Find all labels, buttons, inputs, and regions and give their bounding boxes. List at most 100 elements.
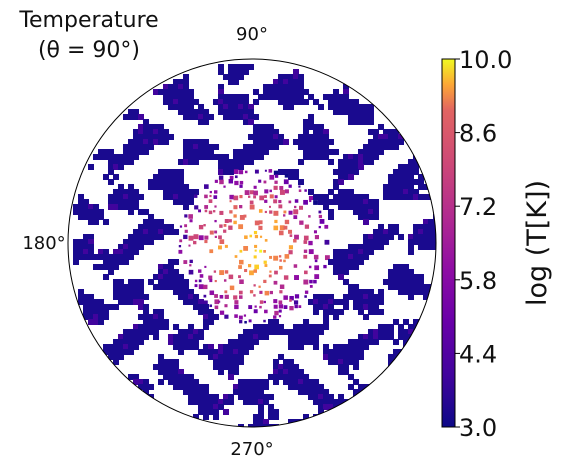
field-cell bbox=[353, 164, 359, 170]
field-cell bbox=[318, 299, 324, 305]
field-cell bbox=[258, 139, 264, 145]
field-cell bbox=[313, 144, 319, 150]
field-cell bbox=[153, 174, 159, 180]
field-cell bbox=[408, 244, 414, 250]
field-cell bbox=[103, 149, 109, 155]
field-cell bbox=[158, 369, 164, 375]
field-cell bbox=[413, 229, 419, 235]
field-cell bbox=[83, 254, 89, 260]
field-cell bbox=[373, 239, 379, 245]
field-cell bbox=[188, 379, 194, 385]
field-cell bbox=[428, 219, 434, 225]
field-cell bbox=[313, 399, 319, 405]
field-cell bbox=[148, 239, 154, 245]
field-cell bbox=[363, 199, 369, 205]
field-cell bbox=[108, 179, 114, 185]
field-cell bbox=[208, 394, 214, 400]
field-cell bbox=[153, 224, 159, 230]
field-cell bbox=[253, 190, 258, 196]
field-cell bbox=[263, 384, 269, 390]
field-cell bbox=[153, 309, 159, 315]
field-cell bbox=[303, 329, 309, 335]
field-cell bbox=[268, 414, 274, 420]
field-cell bbox=[223, 104, 229, 110]
field-cell bbox=[348, 294, 354, 300]
field-cell bbox=[168, 259, 174, 265]
field-cell bbox=[238, 224, 244, 230]
field-cell bbox=[233, 295, 238, 300]
field-cell bbox=[93, 299, 99, 305]
field-cell bbox=[368, 244, 374, 250]
field-cell bbox=[163, 324, 169, 330]
field-cell bbox=[133, 374, 139, 380]
field-cell bbox=[348, 199, 354, 205]
field-cell bbox=[153, 179, 159, 185]
field-cell bbox=[253, 89, 259, 95]
field-cell bbox=[353, 154, 359, 160]
field-cell bbox=[343, 109, 349, 115]
field-cell bbox=[398, 189, 404, 195]
field-cell bbox=[263, 424, 269, 427]
field-cell bbox=[403, 339, 409, 345]
field-cell bbox=[253, 230, 258, 235]
field-cell bbox=[178, 374, 184, 380]
field-cell bbox=[214, 235, 217, 238]
field-cell bbox=[243, 119, 249, 125]
field-cell bbox=[293, 99, 299, 105]
field-cell bbox=[238, 349, 244, 355]
field-cell bbox=[168, 179, 174, 185]
field-cell bbox=[193, 389, 199, 395]
field-cell bbox=[209, 290, 215, 296]
field-cell bbox=[193, 149, 199, 155]
field-cell bbox=[308, 149, 314, 155]
field-cell bbox=[368, 239, 374, 245]
field-cell bbox=[98, 314, 104, 320]
field-cell bbox=[408, 324, 414, 330]
field-cell bbox=[113, 359, 119, 365]
field-cell bbox=[358, 349, 364, 355]
field-cell bbox=[193, 159, 199, 165]
field-cell bbox=[288, 334, 294, 340]
field-cell bbox=[413, 234, 419, 240]
field-cell bbox=[259, 235, 263, 238]
field-cell bbox=[83, 234, 89, 240]
field-cell bbox=[98, 299, 104, 305]
field-cell bbox=[83, 239, 89, 245]
field-cell bbox=[253, 294, 256, 297]
field-cell bbox=[143, 329, 149, 335]
field-cell bbox=[313, 309, 319, 315]
field-cell bbox=[278, 79, 284, 85]
field-cell bbox=[83, 299, 89, 305]
field-cell bbox=[368, 159, 374, 165]
field-cell bbox=[403, 274, 409, 280]
field-cell bbox=[143, 134, 149, 140]
field-cell bbox=[218, 94, 224, 100]
field-cell bbox=[383, 134, 389, 140]
field-cell bbox=[303, 199, 308, 205]
field-cell bbox=[378, 144, 384, 150]
field-cell bbox=[198, 144, 204, 150]
field-cell bbox=[118, 254, 124, 260]
field-cell bbox=[358, 149, 364, 155]
field-cell bbox=[278, 139, 284, 145]
field-cell bbox=[253, 284, 256, 287]
field-cell bbox=[203, 144, 209, 150]
field-cell bbox=[393, 339, 399, 345]
field-cell bbox=[123, 144, 129, 150]
field-cell bbox=[153, 314, 159, 320]
field-cell bbox=[353, 359, 359, 365]
field-cell bbox=[238, 359, 244, 365]
field-cell bbox=[358, 299, 364, 305]
field-cell bbox=[418, 179, 424, 185]
field-cell bbox=[103, 274, 109, 280]
field-cell bbox=[103, 249, 109, 255]
field-cell bbox=[163, 284, 169, 290]
field-cell bbox=[223, 114, 229, 120]
field-cell bbox=[378, 139, 384, 145]
field-cell bbox=[413, 159, 419, 165]
field-cell bbox=[224, 304, 228, 308]
field-cell bbox=[163, 179, 169, 185]
field-cell bbox=[273, 129, 279, 135]
field-cell bbox=[163, 264, 169, 270]
field-cell bbox=[183, 260, 188, 264]
